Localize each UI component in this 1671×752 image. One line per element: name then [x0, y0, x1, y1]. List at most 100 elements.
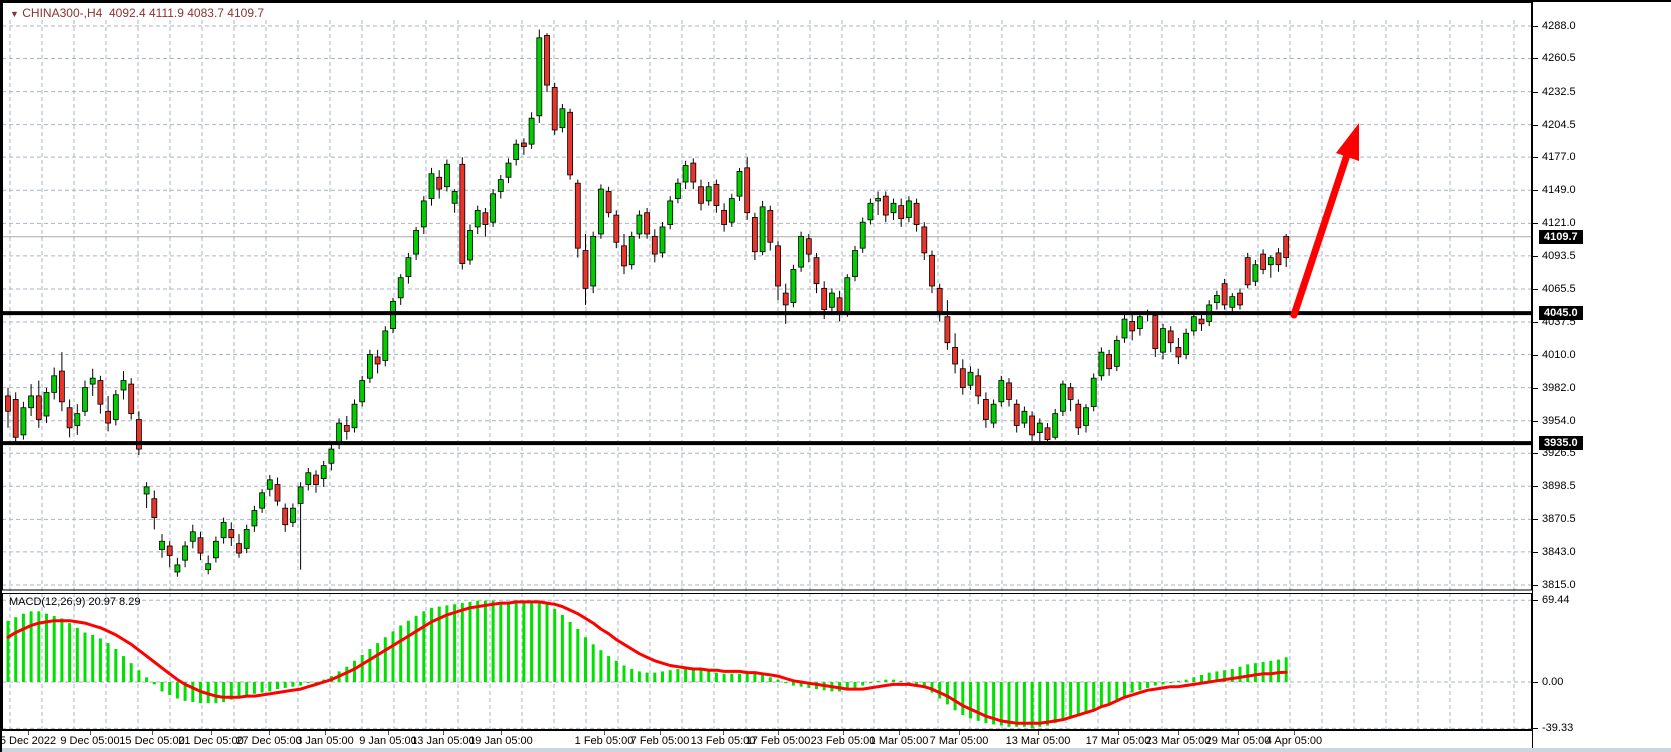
price-axis-tick [1533, 223, 1538, 225]
price-axis-label: 4065.5 [1542, 282, 1576, 295]
price-axis-label: 4010.0 [1542, 348, 1576, 361]
macd-axis-label: 0.00 [1542, 676, 1564, 688]
price-axis-tick [1533, 322, 1538, 324]
time-axis-label: 19 Jan 05:00 [469, 735, 533, 747]
candle-wicks [7, 29, 1287, 577]
time-axis-tick [1038, 731, 1039, 735]
price-axis-tick [1533, 387, 1538, 389]
price-axis-tick [1533, 584, 1538, 586]
price-axis-tick [1533, 551, 1538, 553]
macd-histogram [6, 600, 1288, 728]
symbol-dropdown-icon[interactable]: ▼ [10, 9, 19, 19]
line-price-tag: 3935.0 [1539, 436, 1583, 451]
price-axis-tick [1533, 91, 1538, 93]
main-grid [2, 20, 1532, 593]
trend-arrow[interactable] [1290, 123, 1359, 319]
time-axis-label: 13 Jan 05:00 [411, 735, 475, 747]
time-axis-label: 9 Jan 05:00 [359, 735, 417, 747]
main-chart-border [2, 2, 1532, 591]
main-price-chart[interactable] [2, 2, 1532, 593]
time-axis-label: 7 Mar 05:00 [929, 735, 989, 747]
price-axis-tick [1533, 124, 1538, 126]
macd-indicator-panel[interactable] [2, 593, 1532, 730]
macd-axis-tick [1533, 600, 1538, 602]
macd-axis-tick [1533, 682, 1538, 683]
price-axis-tick [1533, 190, 1538, 192]
price-axis-label: 3926.5 [1542, 447, 1576, 460]
symbol-period-label: CHINA300-,H4 [22, 6, 103, 20]
macd-axis-label: 69.44 [1542, 594, 1570, 607]
time-axis-label: 1 Mar 05:00 [869, 735, 929, 747]
price-axis-tick [1533, 288, 1538, 290]
price-axis-tick [1533, 58, 1538, 60]
window-bottom-edge [2, 748, 1671, 752]
time-axis-tick [211, 731, 212, 735]
price-axis-label: 3898.5 [1542, 480, 1576, 493]
price-axis-label: 3815.0 [1542, 578, 1576, 591]
price-axis-tick [1533, 26, 1538, 27]
time-axis-tick [90, 731, 91, 735]
price-axis-tick [1533, 420, 1538, 422]
time-axis-tick [723, 731, 724, 735]
time-axis-label: 3 Jan 05:00 [296, 735, 354, 747]
price-axis-tick [1533, 519, 1538, 521]
price-axis-tick [1533, 354, 1538, 356]
time-axis-label: 9 Dec 05:00 [60, 735, 120, 747]
price-axis-label: 4121.0 [1542, 217, 1576, 230]
chart-title-bar: ▼ CHINA300-,H4 4092.4 4111.9 4083.7 4109… [10, 6, 264, 20]
time-axis-tick [1238, 731, 1239, 735]
price-axis-label: 4093.5 [1542, 249, 1576, 262]
chart-column: ▼ CHINA300-,H4 4092.4 4111.9 4083.7 4109… [2, 2, 1532, 752]
time-axis-tick [1294, 731, 1295, 735]
time-axis-tick [660, 731, 661, 735]
support-resistance-lines[interactable] [2, 311, 1532, 446]
time-axis-tick [269, 731, 270, 735]
price-axis-label: 4232.5 [1542, 85, 1576, 98]
time-axis-tick [443, 731, 444, 735]
time-axis-label: 29 Mar 05:00 [1205, 735, 1271, 747]
time-axis-label: 5 Dec 2022 [0, 735, 57, 747]
price-axis-tick [1533, 486, 1538, 488]
ohlc-values-label: 4092.4 4111.9 4083.7 4109.7 [108, 6, 265, 20]
time-axis-label: 23 Feb 05:00 [810, 735, 876, 747]
time-axis-tick [899, 731, 900, 735]
time-axis-tick [1178, 731, 1179, 735]
time-axis-label: 21 Dec 05:00 [178, 735, 244, 747]
time-axis-tick [604, 731, 605, 735]
time-axis-tick [1118, 731, 1119, 735]
time-axis-tick [152, 731, 153, 735]
price-axis-label: 3982.0 [1542, 381, 1576, 394]
price-axis-tick [1533, 157, 1538, 159]
candlestick-series [5, 35, 1290, 573]
price-axis-label: 3870.5 [1542, 513, 1576, 526]
time-axis-tick [501, 731, 502, 735]
price-axis-label: 4177.0 [1542, 151, 1576, 164]
time-axis-label: 23 Mar 05:00 [1145, 735, 1211, 747]
macd-indicator-label: MACD(12,26,9) 20.97 8.29 [9, 596, 141, 608]
price-axis[interactable]: 4288.0 4260.5 4232.5 4204.5 4177.0 4149.0 4121… [1532, 2, 1671, 752]
time-axis-label: 13 Mar 05:00 [1005, 735, 1071, 747]
macd-axis-tick [1533, 728, 1538, 730]
time-axis[interactable]: 5 Dec 2022 9 Dec 05:00 15 Dec 05:00 21 Dec … [2, 730, 1532, 752]
time-axis-tick [28, 731, 29, 735]
time-axis-tick [843, 731, 844, 735]
macd-signal-line [6, 600, 1288, 725]
time-axis-label: 1 Feb 05:00 [574, 735, 634, 747]
time-axis-label: 17 Mar 05:00 [1085, 735, 1151, 747]
time-axis-label: 7 Feb 05:00 [630, 735, 690, 747]
time-axis-tick [325, 731, 326, 735]
price-axis-label: 4204.5 [1542, 118, 1576, 131]
line-price-tag: 4045.0 [1539, 306, 1583, 321]
price-axis-label: 4260.5 [1542, 52, 1576, 65]
macd-axis-label: -39.33 [1542, 722, 1574, 735]
macd-grid [2, 593, 1532, 730]
price-axis-label: 4288.0 [1542, 20, 1576, 32]
time-axis-label: 27 Dec 05:00 [236, 735, 302, 747]
price-axis-tick [1533, 255, 1538, 257]
price-axis-label: 3843.0 [1542, 545, 1576, 558]
time-axis-label: 15 Dec 05:00 [119, 735, 185, 747]
time-axis-tick [778, 731, 779, 735]
price-axis-tick [1533, 453, 1538, 455]
time-axis-tick [959, 731, 960, 735]
